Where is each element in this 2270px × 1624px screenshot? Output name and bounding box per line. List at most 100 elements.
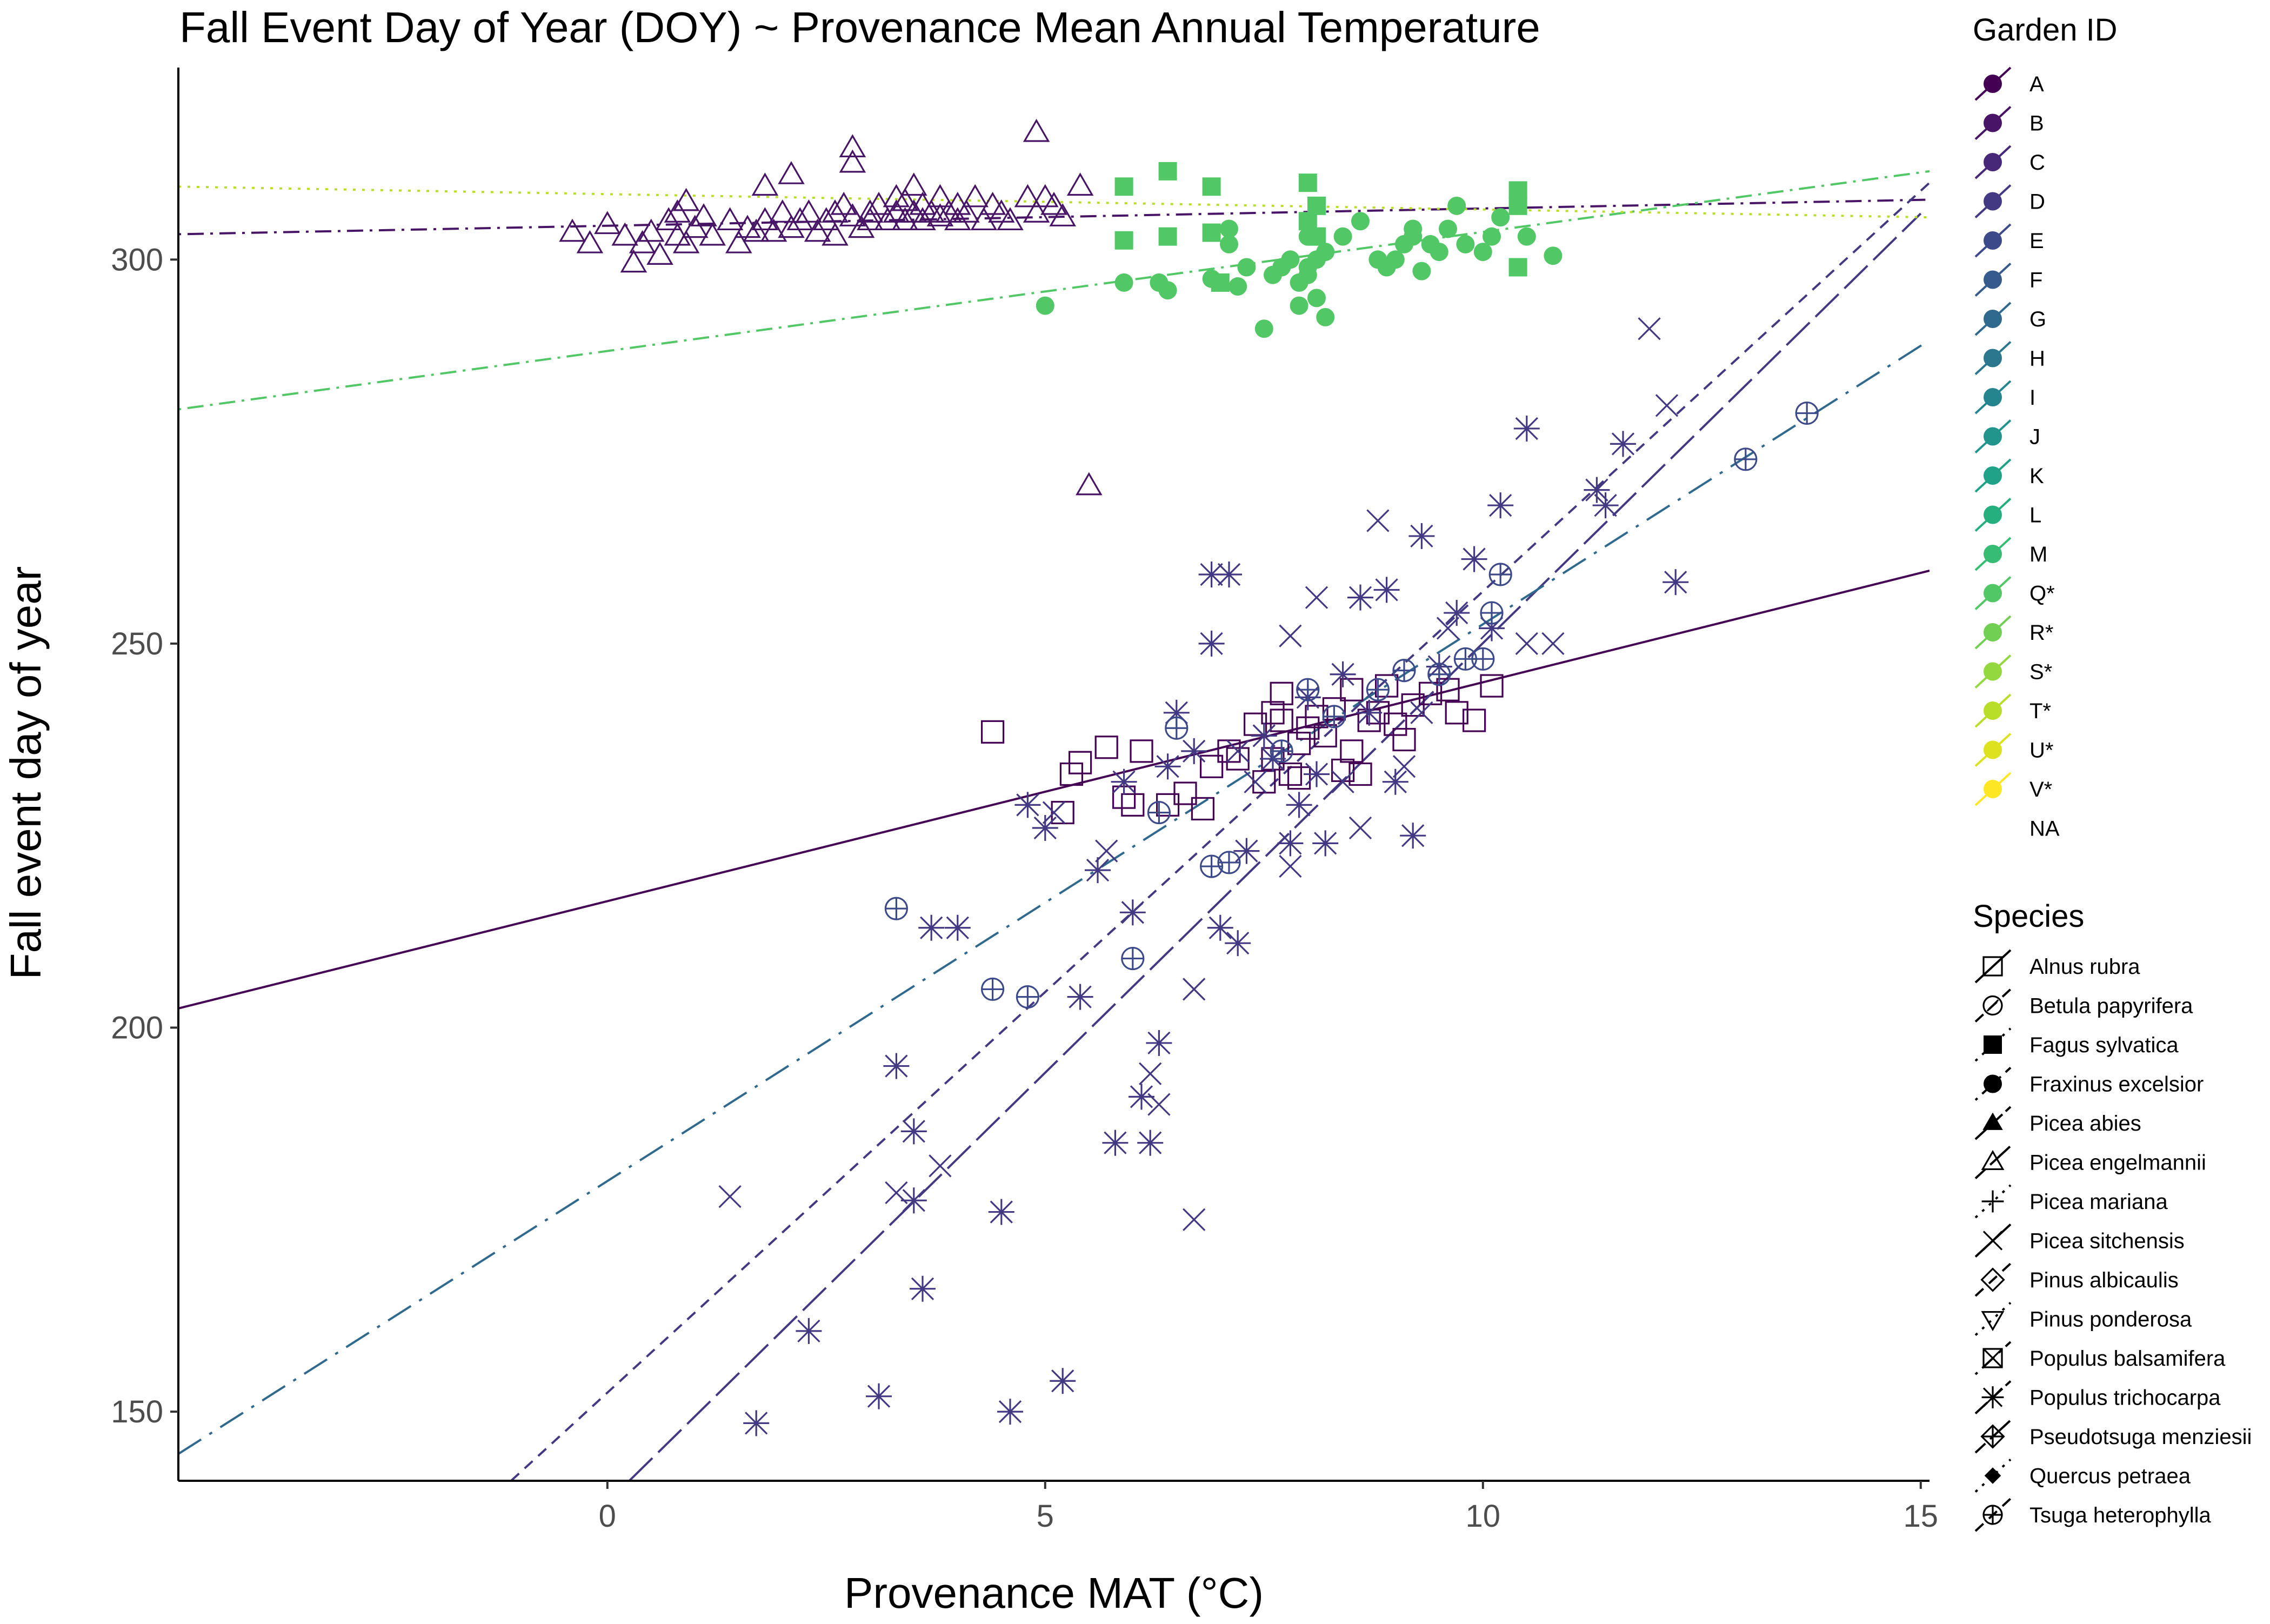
data-point-square-open-3-41 [1480,674,1504,698]
legend-garden-key-V-star [1974,772,2012,806]
data-point-square-open-3-1 [1051,800,1074,825]
data-point-asterisk-4-16 [1102,1130,1129,1156]
data-point-triangle-open-0-29 [813,207,840,231]
legend-garden-key-H [1974,341,2012,375]
legend-garden-label: U* [2029,739,2053,763]
data-point-square-filled-2-4 [1202,177,1221,196]
data-point-asterisk-4-40 [1356,699,1383,726]
legend-species-symbol-7 [1982,1231,2003,1251]
data-point-circle-filled-1-5 [1220,235,1238,253]
legend-species-key-10 [1974,1341,2012,1375]
data-point-asterisk-4-3 [883,1053,910,1079]
data-point-square-open-3-16 [1261,701,1285,725]
data-point-asterisk-4-18 [1119,899,1146,926]
data-point-square-open-3-38 [1436,678,1460,701]
data-point-asterisk-4-52 [1592,492,1619,519]
data-point-square-filled-2-3 [1158,227,1177,246]
legend-garden-key-D [1974,184,2012,218]
data-point-triangle-open-0-44 [891,188,919,211]
y-tick-label: 250 [111,626,163,661]
x-tick-label: 10 [1466,1499,1501,1534]
axes: 0 5 10 15 150 200 250 300 [111,68,1938,1534]
data-point-triangle-open-0-9 [664,222,691,246]
data-point-asterisk-4-33 [1277,830,1304,857]
legend-garden-label: S* [2029,660,2052,684]
legend-garden-label: H [2029,347,2045,371]
legend-garden-label: B [2029,112,2044,136]
data-point-square-open-3-13 [1226,747,1250,771]
data-point-triangle-open-0-10 [664,199,691,223]
legend-species-key-9 [1974,1302,2012,1336]
data-point-asterisk-4-22 [1154,753,1181,780]
legend-species-symbol-3 [1984,1074,2002,1093]
legend-species-symbol-0 [1982,956,2003,977]
data-point-triangle-open-0-1 [576,230,604,253]
data-point-cross-5-11 [1279,854,1302,878]
data-point-circle-plus-6-18 [1734,447,1758,471]
data-point-cross-5-17 [1392,755,1416,778]
data-point-circle-plus-6-11 [1366,678,1390,701]
data-point-triangle-open-0-21 [751,172,779,196]
data-point-asterisk-4-31 [1251,723,1277,749]
data-point-square-filled-2-7 [1298,173,1317,192]
legend-garden-key-C [1974,145,2012,179]
legend-species-label: Pinus ponderosa [2029,1308,2192,1332]
regression-line-E-4 [178,339,1929,1455]
legend-species-key-0 [1974,949,2012,984]
data-point-triangle-open-0-68 [1076,472,1103,496]
data-point-circle-filled-1-37 [1483,227,1501,246]
data-point-asterisk-4-29 [1225,930,1251,957]
data-point-circle-plus-6-1 [980,977,1005,1001]
data-point-square-filled-2-2 [1158,162,1177,181]
data-point-triangle-open-0-13 [682,215,709,238]
data-point-cross-5-2 [929,1154,952,1178]
data-point-circle-filled-1-32 [1430,243,1448,262]
data-point-triangle-open-0-46 [900,172,927,196]
legend-garden-label: A [2029,72,2044,96]
legend-species-label: Fraxinus excelsior [2029,1073,2204,1097]
data-point-asterisk-4-28 [1216,561,1242,587]
regression-line-B-1 [178,198,1929,236]
data-point-asterisk-4-4 [900,1118,927,1145]
data-point-asterisk-4-48 [1479,615,1505,641]
data-point-asterisk-4-38 [1330,661,1356,687]
data-point-square-filled-2-6 [1211,273,1230,292]
data-point-asterisk-4-6 [910,1275,936,1302]
data-point-triangle-open-0-41 [883,199,910,223]
data-point-square-open-3-11 [1200,754,1224,778]
y-axis-title: Fall event day of year [2,566,50,980]
data-point-cross-5-18 [1410,701,1433,724]
data-point-cross-5-19 [1436,617,1460,640]
data-point-cross-5-13 [1305,586,1328,609]
y-tick-label: 300 [111,242,163,277]
data-point-asterisk-4-9 [988,1199,1014,1225]
data-point-asterisk-4-12 [1032,814,1058,841]
legend-garden-label: R* [2029,621,2053,645]
legend-garden-label: J [2029,425,2040,449]
legend-garden-label: D [2029,190,2045,214]
x-tick-label: 15 [1904,1499,1939,1534]
data-point-asterisk-4-24 [1181,738,1207,764]
legend-garden-label: NA [2029,817,2060,841]
data-point-circle-filled-1-8 [1237,258,1256,277]
data-point-triangle-open-0-63 [1023,118,1050,142]
legend-garden-key-M [1974,537,2012,571]
data-point-triangle-open-0-32 [830,191,857,215]
legend-garden-key-K [1974,458,2012,493]
data-point-cross-5-3 [1042,801,1066,824]
data-point-square-filled-2-8 [1298,212,1317,231]
data-point-triangle-open-0-58 [979,191,1006,215]
data-point-circle-plus-6-12 [1392,659,1416,683]
data-point-square-open-3-4 [1094,736,1118,759]
data-point-circle-filled-1-12 [1281,250,1300,269]
data-point-asterisk-4-11 [1014,792,1041,818]
data-point-square-open-3-9 [1173,781,1197,805]
data-point-asterisk-4-34 [1286,792,1312,818]
data-point-circle-plus-6-8 [1270,739,1293,763]
legend-species-label: Picea mariana [2029,1190,2168,1214]
data-point-circle-plus-6-10 [1322,705,1346,729]
data-point-cross-5-7 [1183,1208,1206,1231]
data-point-square-open-3-18 [1270,709,1293,732]
legend-species-label: Populus balsamifera [2029,1347,2226,1371]
